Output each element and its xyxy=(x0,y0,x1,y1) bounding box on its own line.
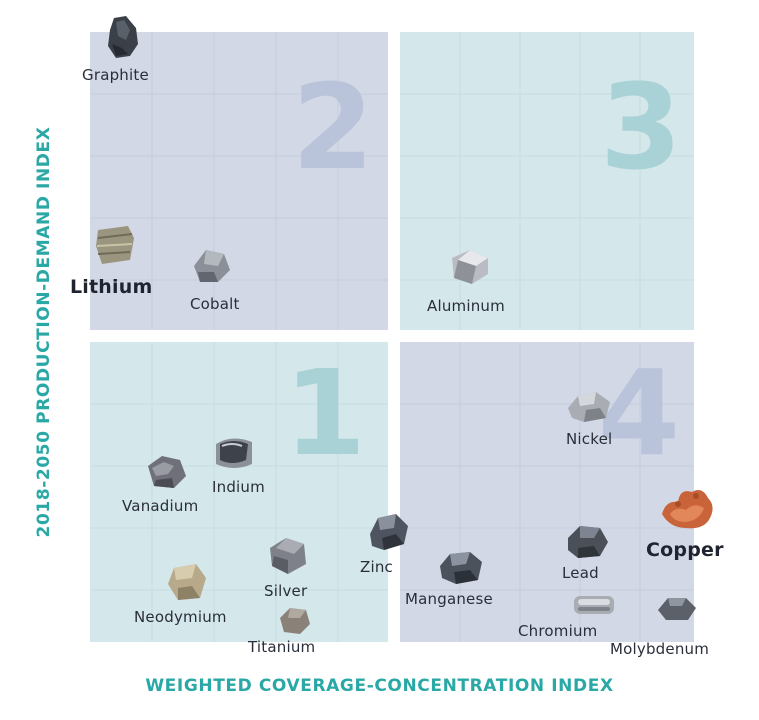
chromium-label: Chromium xyxy=(518,622,598,640)
copper-label: Copper xyxy=(646,539,724,561)
nickel-label: Nickel xyxy=(566,430,613,448)
vanadium-label: Vanadium xyxy=(122,497,199,515)
manganese-label: Manganese xyxy=(405,590,493,608)
quadrant-2-panel: 2 xyxy=(90,32,388,330)
manganese-rock-icon xyxy=(440,552,482,584)
zinc-rock-icon xyxy=(370,514,408,550)
titanium-label: Titanium xyxy=(248,638,316,656)
quadrant-4-number: 4 xyxy=(597,344,680,482)
quadrant-2-grid xyxy=(90,32,388,330)
x-axis-label: WEIGHTED COVERAGE-CONCENTRATION INDEX xyxy=(145,676,614,696)
aluminum-rock-icon xyxy=(452,250,488,284)
vanadium-rock-icon xyxy=(148,456,186,488)
silver-rock-icon xyxy=(270,538,306,574)
quadrant-3-panel: 3 xyxy=(400,32,694,330)
indium-rock-icon xyxy=(216,438,252,468)
silver-label: Silver xyxy=(264,582,308,600)
molybdenum-label: Molybdenum xyxy=(610,640,710,658)
cobalt-label: Cobalt xyxy=(190,295,240,313)
chromium-rock-icon xyxy=(574,596,614,614)
quadrant-4-panel: 4 xyxy=(400,342,694,642)
y-axis-label: 2018-2050 PRODUCTION-DEMAND INDEX xyxy=(34,126,54,538)
graphite-rock-icon xyxy=(108,16,138,58)
titanium-rock-icon xyxy=(280,608,310,634)
nickel-rock-icon xyxy=(568,392,610,422)
neodymium-label: Neodymium xyxy=(134,608,227,626)
zinc-label: Zinc xyxy=(360,558,393,576)
aluminum-label: Aluminum xyxy=(427,297,505,315)
lithium-label: Lithium xyxy=(70,276,153,298)
cobalt-rock-icon xyxy=(194,250,230,282)
graphite-label: Graphite xyxy=(82,66,149,84)
lead-label: Lead xyxy=(562,564,599,582)
quadrant-3-number: 3 xyxy=(599,58,682,196)
quadrant-2-number: 2 xyxy=(291,58,374,196)
neodymium-rock-icon xyxy=(168,564,206,600)
copper-rock-icon xyxy=(662,490,713,529)
lead-rock-icon xyxy=(568,526,608,558)
quadrant-3-grid xyxy=(400,32,694,330)
lithium-rock-icon xyxy=(96,226,134,264)
molybdenum-rock-icon xyxy=(658,598,696,620)
quadrant-1-number: 1 xyxy=(283,344,366,482)
quadrant-1-panel: 1 xyxy=(90,342,388,642)
indium-label: Indium xyxy=(212,478,265,496)
quadrant-4-grid xyxy=(400,342,694,642)
